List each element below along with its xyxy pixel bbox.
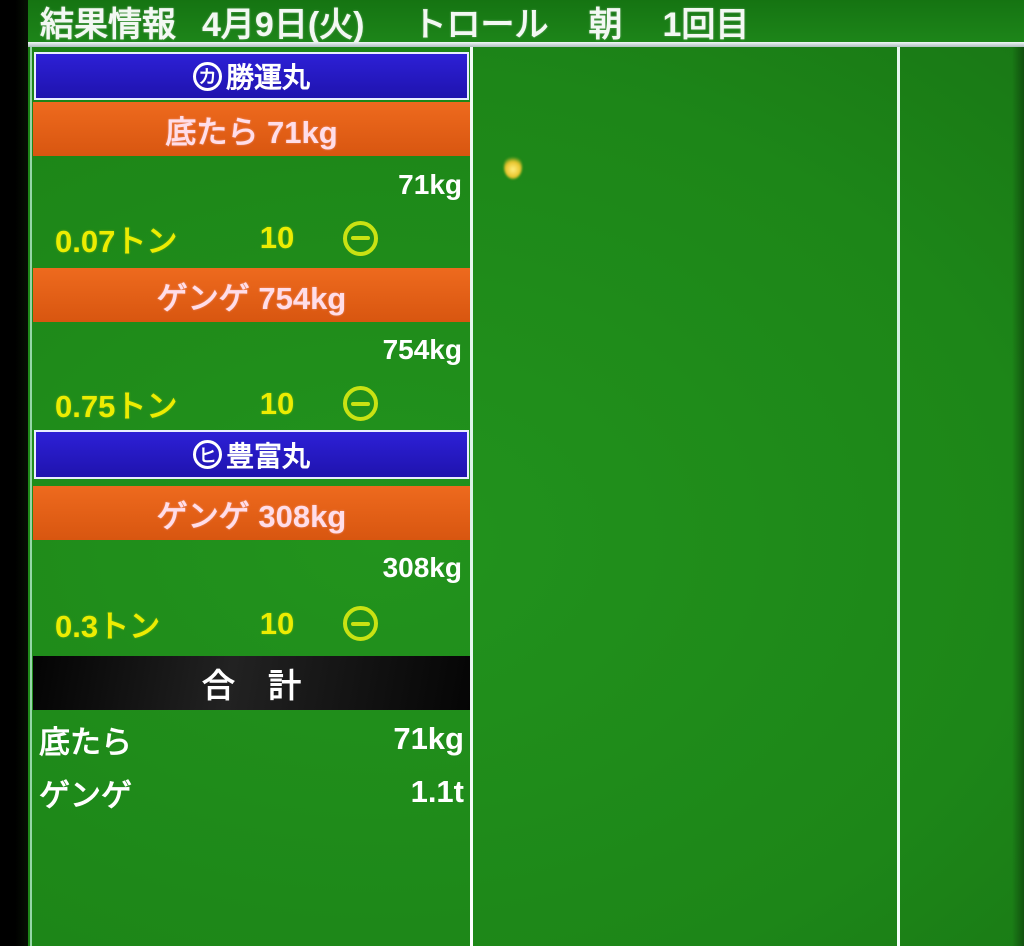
boat-mark-icon: ヒ: [192, 440, 222, 469]
totals-title: 合 計: [201, 667, 314, 704]
boat-mark-icon: カ: [192, 61, 222, 91]
weight-row: 754kg: [33, 322, 470, 378]
lot-count: 10: [259, 605, 295, 641]
header-date: 4月9日(火): [202, 5, 365, 44]
species-label: ゲンゲ 754kg: [156, 280, 347, 316]
total-amount: 71kg: [393, 721, 464, 756]
weight-value: 754kg: [382, 334, 462, 365]
lot-count: 10: [259, 385, 295, 421]
weight-value: 308kg: [382, 551, 462, 583]
column-border-left-line: [30, 47, 32, 946]
lot-row: 0.75トン 10: [33, 378, 470, 429]
screen-glare-artifact: [504, 155, 522, 179]
circled-minus-icon: [343, 606, 378, 641]
lot-count: 10: [259, 220, 295, 255]
screen-bezel: [0, 0, 28, 946]
middle-column-divider-line: [897, 47, 900, 946]
main-board: カ 勝運丸 底たら 71kg 71kg 0.07トン 10 ゲンゲ 754kg …: [28, 47, 1024, 946]
page-title: 結果情報: [40, 5, 176, 44]
total-species: 底たら: [39, 724, 132, 760]
species-header-bar: 底たら 71kg: [33, 102, 470, 156]
header-bar: 結果情報 4月9日(火) トロール 朝 1回目: [28, 0, 1024, 44]
species-label: 底たら 71kg: [165, 114, 338, 150]
total-row: 底たら 71kg: [33, 712, 470, 766]
header-round: 1回目: [662, 5, 750, 44]
weight-row: 308kg: [33, 540, 470, 595]
tonnage-value: 0.75トン: [55, 389, 178, 424]
totals-header-bar: 合 計: [33, 656, 470, 710]
boat-name: 勝運丸: [225, 62, 310, 93]
results-panel: カ 勝運丸 底たら 71kg 71kg 0.07トン 10 ゲンゲ 754kg …: [33, 52, 470, 818]
tonnage-value: 0.07トン: [55, 223, 178, 259]
boat-name: 豊富丸: [225, 440, 310, 472]
header-session: 朝: [588, 5, 623, 44]
species-header-bar: ゲンゲ 754kg: [33, 268, 470, 322]
weight-row: 71kg: [33, 156, 470, 213]
total-species: ゲンゲ: [39, 777, 132, 813]
lot-row: 0.07トン 10: [33, 213, 470, 263]
boat-name-bar: カ 勝運丸: [34, 52, 469, 100]
species-label: ゲンゲ 308kg: [156, 498, 347, 534]
total-amount: 1.1t: [410, 774, 464, 809]
circled-minus-icon: [343, 220, 378, 256]
total-row: ゲンゲ 1.1t: [33, 766, 470, 818]
screen-edge-shade: [1012, 47, 1024, 946]
header-fishing-method: トロール: [412, 5, 549, 44]
tonnage-value: 0.3トン: [55, 609, 161, 644]
weight-value: 71kg: [398, 168, 462, 200]
lot-row: 0.3トン 10: [33, 595, 470, 652]
species-header-bar: ゲンゲ 308kg: [33, 486, 470, 540]
header-divider-line: [28, 42, 1024, 47]
column-border-right-line: [470, 47, 473, 946]
boat-name-bar: ヒ 豊富丸: [34, 430, 469, 479]
circled-minus-icon: [343, 386, 378, 421]
